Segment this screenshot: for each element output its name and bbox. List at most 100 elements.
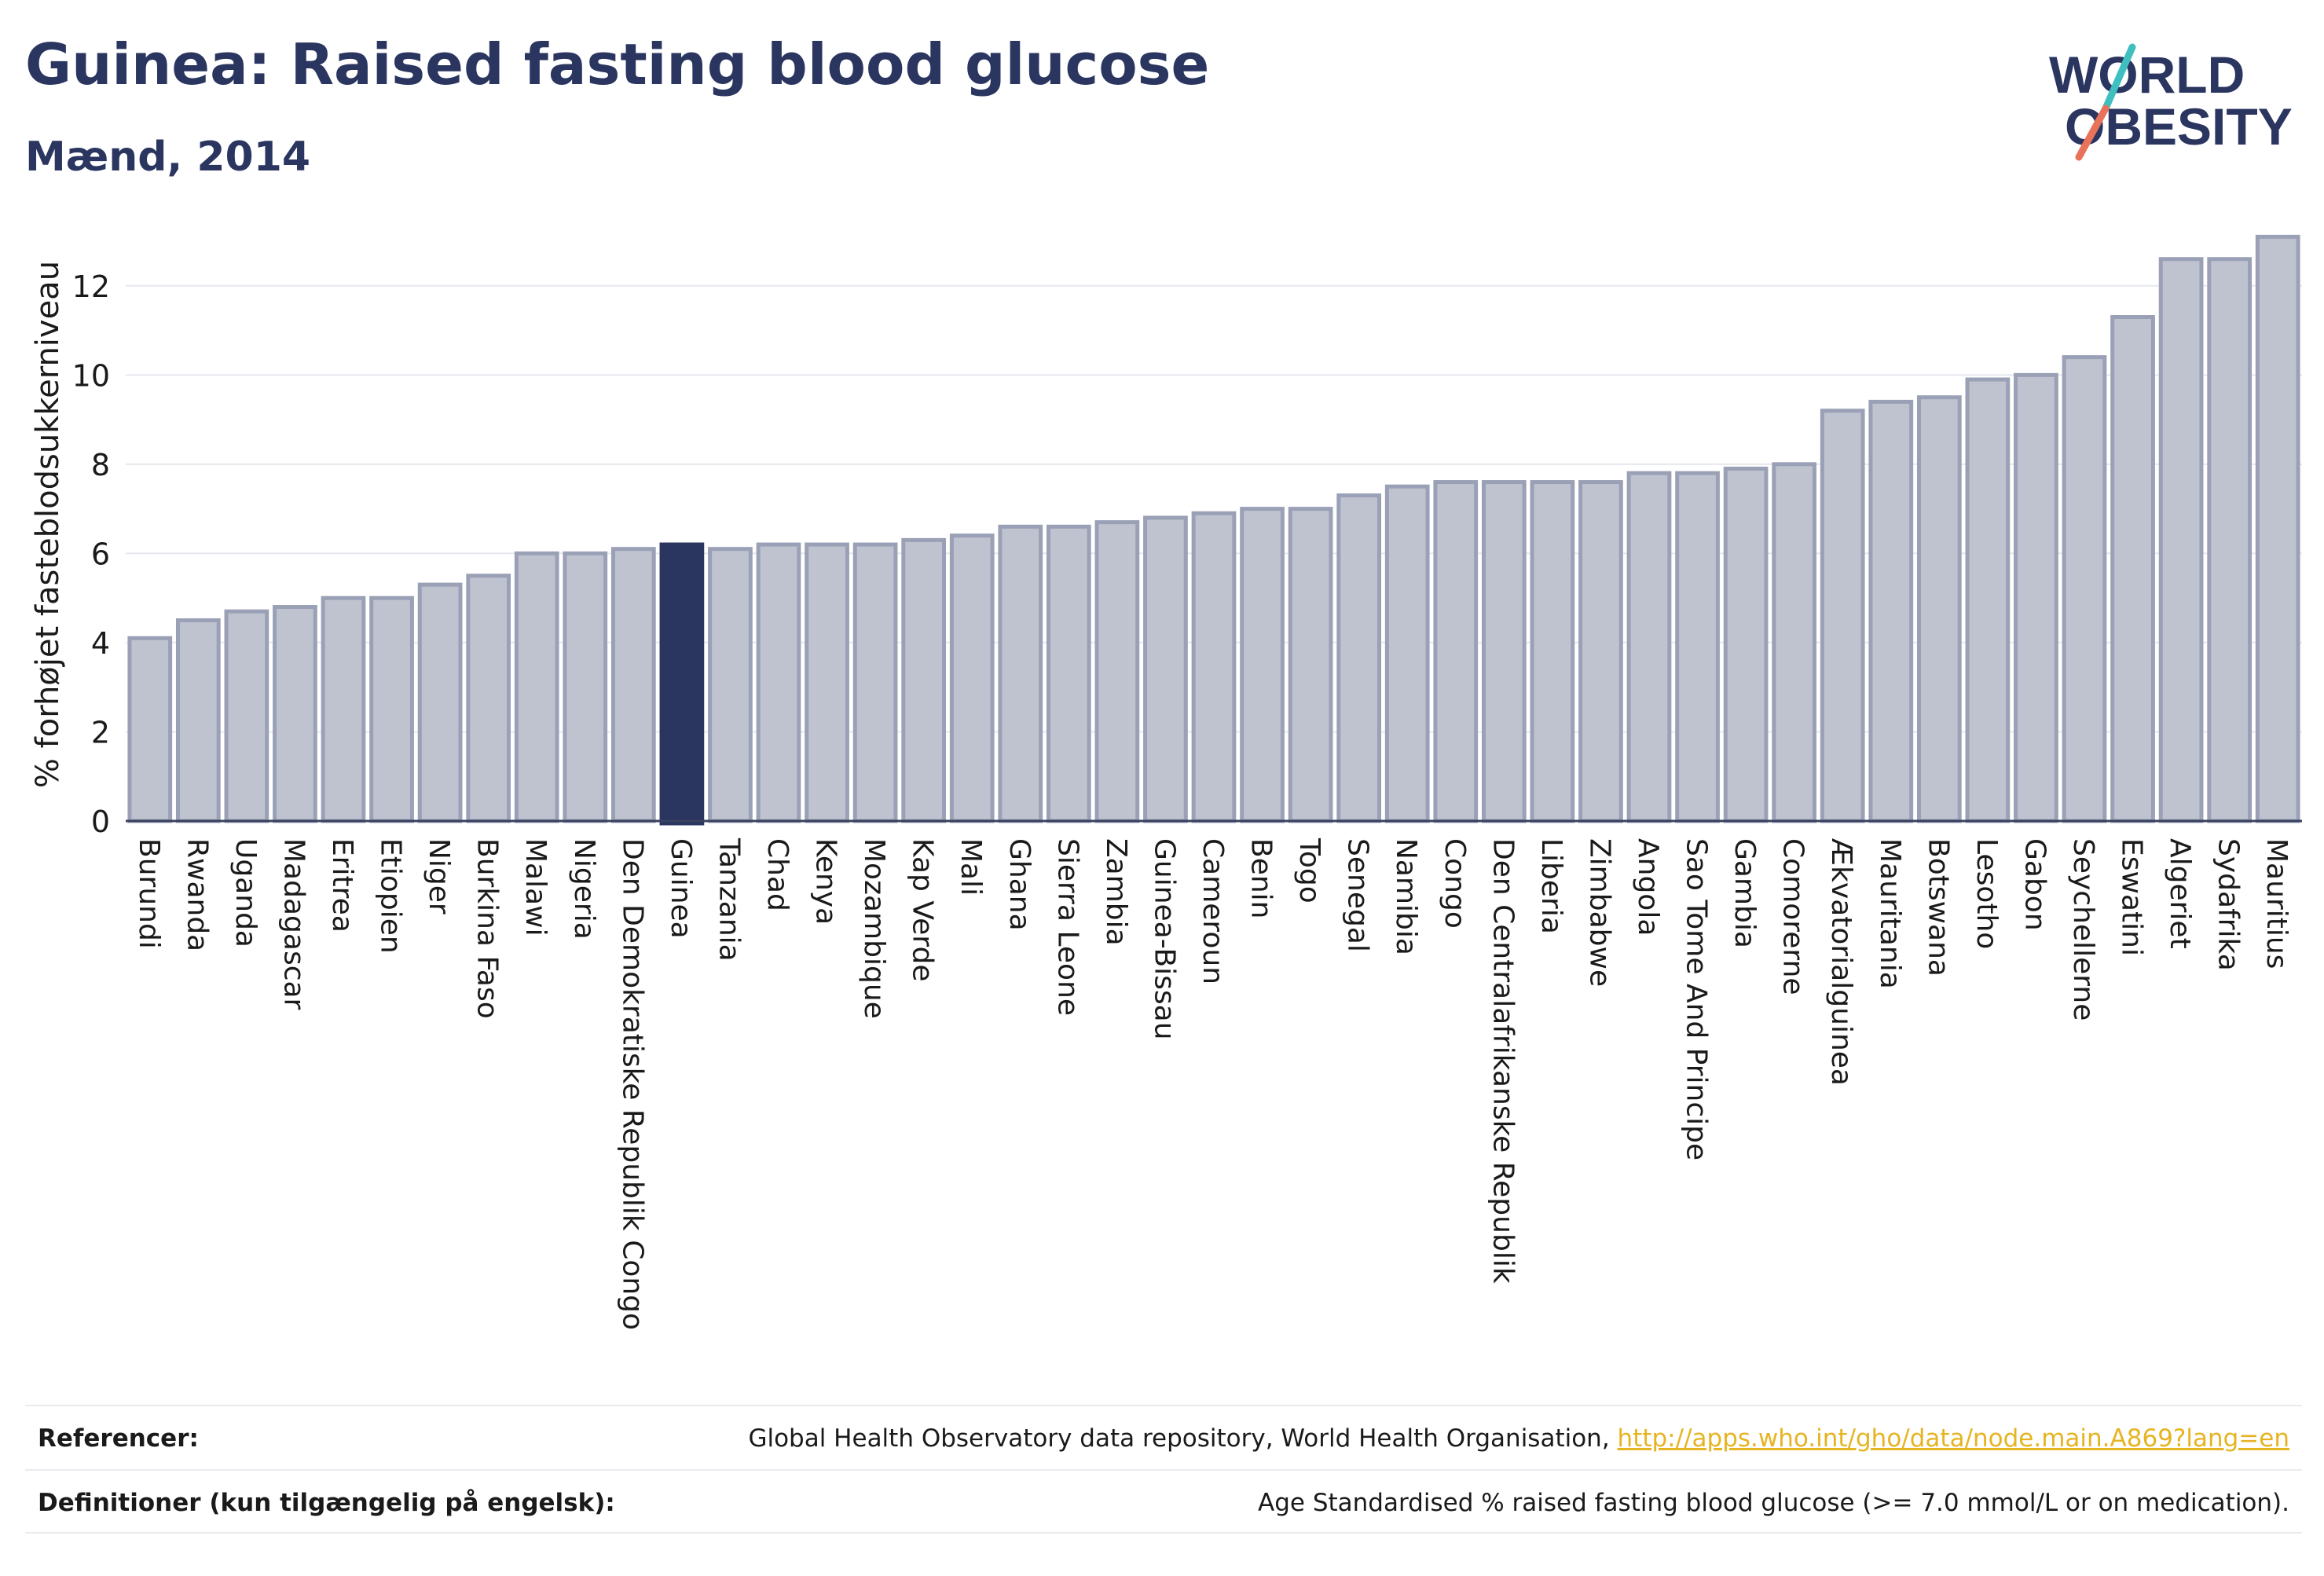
bar	[563, 551, 608, 823]
references-link[interactable]: http://apps.who.int/gho/data/node.main.A…	[1617, 1424, 2289, 1453]
bar	[1336, 493, 1382, 823]
bar	[2255, 234, 2300, 823]
bar	[514, 551, 559, 823]
x-tick-label: Sydafrika	[2212, 838, 2245, 971]
x-tick-label: Liberia	[1535, 838, 1567, 934]
bar	[1240, 507, 1285, 823]
references-label: Referencer:	[38, 1424, 199, 1453]
x-tick-label: Cameroun	[1197, 838, 1229, 984]
bar	[175, 618, 221, 823]
x-tick-label: Burundi	[133, 838, 165, 949]
bar	[1820, 409, 1865, 823]
bar	[273, 605, 317, 823]
x-tick-label: Madagascar	[277, 838, 310, 1010]
x-tick-label: Ækvatorialguinea	[1825, 838, 1857, 1086]
bar	[2158, 257, 2204, 823]
x-tick-label: Den Demokratiske Republik Congo	[616, 838, 648, 1330]
x-tick-label: Benin	[1245, 838, 1277, 918]
y-tick-label: 0	[91, 804, 110, 839]
bar	[1288, 507, 1333, 823]
x-tick-label: Kenya	[810, 838, 842, 925]
bar	[1916, 395, 1962, 823]
logo-slash-teal	[2102, 43, 2136, 112]
x-tick-label: Sao Tome And Principe	[1681, 838, 1713, 1160]
world-obesity-logo: WORLD OBESITY	[2049, 43, 2293, 161]
definitions-label: Definitioner (kun tilgængelig på engelsk…	[38, 1489, 615, 1517]
x-tick-label: Namibia	[1390, 838, 1422, 955]
bar	[901, 537, 947, 823]
bar	[852, 542, 898, 823]
bar	[127, 636, 173, 823]
bar	[998, 524, 1043, 823]
logo-text-world: WORLD	[2049, 46, 2245, 104]
bar	[1868, 399, 1914, 823]
bar	[1143, 515, 1188, 823]
references-text: Global Health Observatory data repositor…	[748, 1424, 1618, 1453]
x-tick-label: Zambia	[1100, 838, 1132, 946]
x-tick-label: Mauritius	[2260, 838, 2293, 969]
x-tick-label: Tanzania	[713, 837, 745, 962]
bar	[1530, 480, 1575, 823]
x-tick-label: Sierra Leone	[1051, 838, 1083, 1016]
bar	[1481, 480, 1527, 823]
bar	[949, 533, 995, 823]
x-tick-label: Guinea-Bissau	[1148, 838, 1180, 1040]
x-tick-label: Gabon	[2018, 838, 2051, 931]
x-tick-label: Nigeria	[568, 838, 600, 940]
bar	[224, 609, 269, 823]
bar	[2014, 372, 2058, 823]
bar	[466, 574, 511, 823]
x-tick-label: Mozambique	[858, 838, 890, 1019]
chart-title: Guinea: Raised fasting blood glucose	[25, 31, 1210, 97]
bar	[805, 542, 849, 823]
bar	[1965, 377, 2011, 823]
x-tick-label: Lesotho	[1970, 838, 2003, 949]
bar	[2110, 315, 2155, 823]
bar-chart: 0 2 4 6 8 10 12% forhøjet fasteblodsukkernivea…	[30, 234, 2302, 1330]
x-tick-label: Angola	[1632, 838, 1664, 936]
y-tick-label: 6	[91, 537, 110, 571]
x-tick-label: Kap Verde	[907, 838, 939, 981]
x-tick-label: Ghana	[1003, 838, 1036, 931]
x-tick-label: Gambia	[1728, 838, 1761, 948]
x-tick-label: Den Centralafrikanske Republik	[1486, 838, 1519, 1284]
x-tick-label: Rwanda	[181, 838, 213, 951]
bar	[1094, 520, 1140, 823]
bar	[610, 547, 656, 823]
x-tick-label: Senegal	[1342, 838, 1374, 952]
y-tick-label: 2	[91, 715, 110, 750]
x-tick-label: Uganda	[229, 838, 262, 947]
x-tick-label: Zimbabwe	[1583, 838, 1615, 987]
bar	[1772, 462, 1817, 823]
x-tick-label: Guinea	[665, 838, 697, 939]
x-tick-label: Malawi	[519, 838, 552, 936]
references-value: Global Health Observatory data repositor…	[748, 1424, 2302, 1453]
bar	[417, 582, 463, 823]
x-tick-label: Mauritania	[1874, 838, 1906, 989]
y-tick-label: 8	[91, 448, 110, 482]
logo-slash-red	[2075, 104, 2110, 161]
bar	[1675, 471, 1720, 823]
x-tick-label: Burkina Faso	[471, 838, 504, 1019]
bar	[708, 547, 753, 823]
bar	[2207, 257, 2253, 823]
x-tick-label: Mali	[955, 838, 987, 896]
bar	[756, 542, 801, 823]
x-tick-label: Algeriet	[2164, 838, 2196, 949]
y-tick-label: 10	[72, 358, 110, 393]
chart-subtitle: Mænd, 2014	[25, 134, 311, 181]
x-tick-label: Etiopien	[375, 838, 407, 954]
bar	[2062, 355, 2107, 823]
bar	[659, 542, 705, 826]
bar	[321, 596, 366, 823]
x-tick-label: Comorerne	[1777, 838, 1809, 995]
x-tick-label: Niger	[423, 838, 455, 914]
x-tick-label: Chad	[761, 838, 794, 911]
y-tick-label: 4	[91, 626, 110, 661]
x-tick-label: Eswatini	[2116, 838, 2148, 956]
x-tick-label: Congo	[1439, 838, 1471, 929]
bar	[1191, 511, 1237, 823]
bar	[1046, 524, 1091, 823]
x-tick-label: Seychellerne	[2067, 838, 2099, 1021]
bar	[1578, 480, 1623, 823]
